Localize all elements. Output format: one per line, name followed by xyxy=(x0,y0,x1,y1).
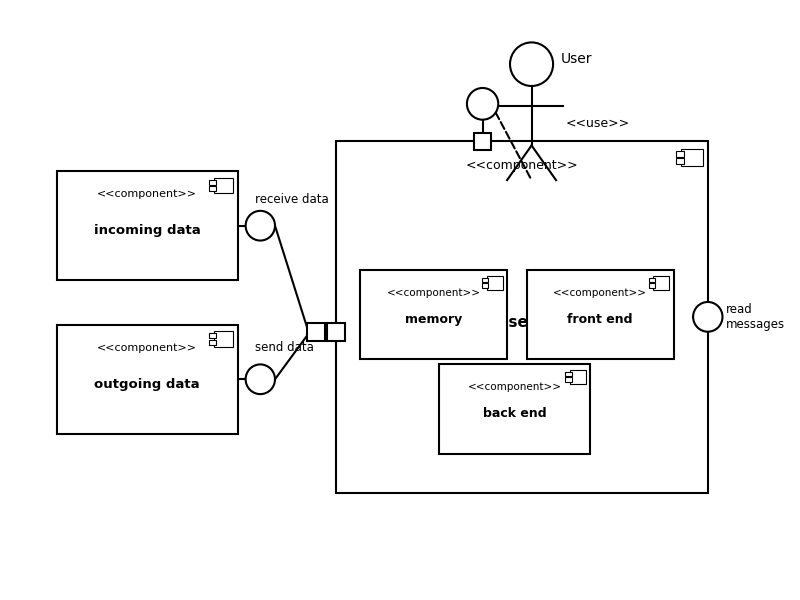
Bar xyxy=(210,186,217,191)
Bar xyxy=(438,364,590,454)
Bar xyxy=(327,323,345,341)
Bar xyxy=(336,142,708,493)
Bar xyxy=(526,270,674,359)
Bar xyxy=(360,270,507,359)
Text: <<component>>: <<component>> xyxy=(466,160,578,172)
Bar xyxy=(649,283,655,287)
Bar xyxy=(676,151,684,157)
Bar xyxy=(566,372,571,376)
Bar xyxy=(682,149,702,166)
Bar xyxy=(486,276,503,290)
Circle shape xyxy=(510,43,553,86)
Text: memory: memory xyxy=(405,313,462,326)
Bar xyxy=(214,178,233,193)
Bar xyxy=(474,133,491,151)
Bar xyxy=(566,377,571,382)
Text: outgoing data: outgoing data xyxy=(94,378,200,391)
Text: Messenger: Messenger xyxy=(475,315,569,330)
Text: receive data: receive data xyxy=(255,193,329,206)
Text: back end: back end xyxy=(482,407,546,421)
Text: <<component>>: <<component>> xyxy=(98,189,198,199)
Text: <<use>>: <<use>> xyxy=(566,117,630,130)
Bar xyxy=(482,283,488,287)
Text: incoming data: incoming data xyxy=(94,224,201,237)
Circle shape xyxy=(246,364,275,394)
Bar xyxy=(57,325,238,434)
Bar xyxy=(307,323,325,341)
Text: <<component>>: <<component>> xyxy=(98,343,198,353)
Bar xyxy=(653,276,670,290)
Bar xyxy=(570,370,586,384)
Bar xyxy=(210,340,217,344)
Circle shape xyxy=(467,88,498,119)
Text: send data: send data xyxy=(255,341,314,355)
Bar xyxy=(57,171,238,280)
Bar xyxy=(676,158,684,164)
Text: <<component>>: <<component>> xyxy=(553,288,647,298)
Text: front end: front end xyxy=(567,313,633,326)
Bar xyxy=(210,333,217,338)
Bar xyxy=(649,278,655,282)
Text: User: User xyxy=(561,52,593,66)
Bar xyxy=(482,278,488,282)
Bar xyxy=(214,331,233,347)
Text: read
messages: read messages xyxy=(726,303,785,331)
Bar xyxy=(210,179,217,185)
Circle shape xyxy=(246,211,275,241)
Text: <<component>>: <<component>> xyxy=(386,288,481,298)
Circle shape xyxy=(693,302,722,332)
Text: <<component>>: <<component>> xyxy=(467,382,562,392)
